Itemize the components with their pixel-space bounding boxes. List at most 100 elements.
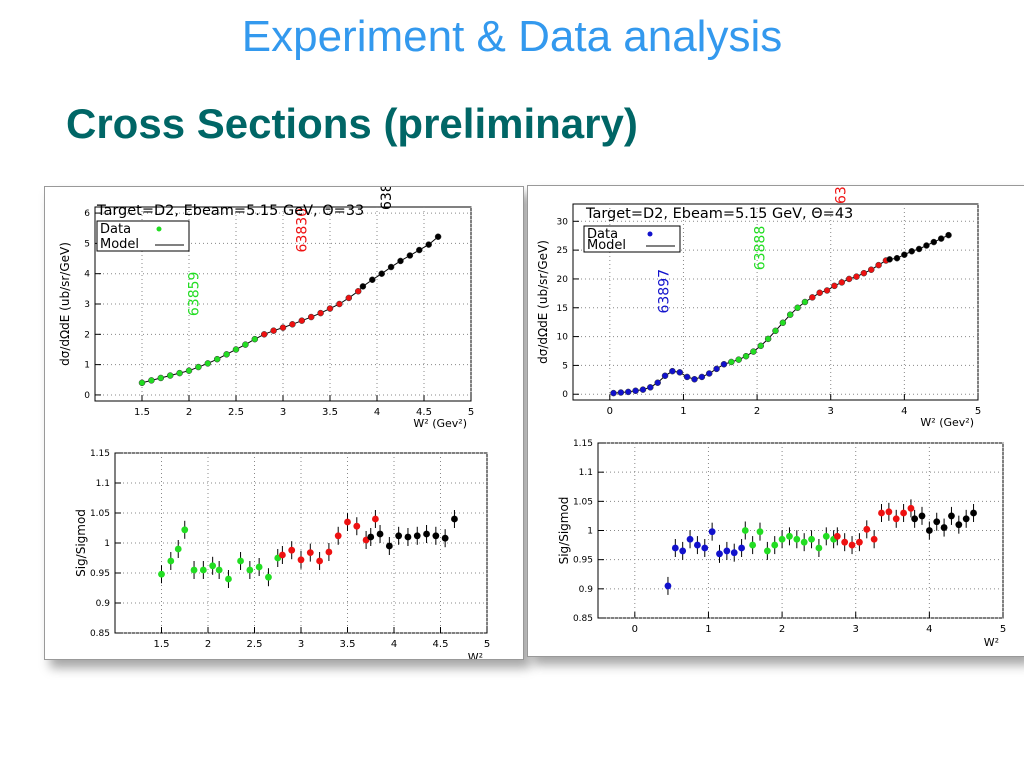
chart-panel-left: 1.5 2 2.5 3 3.5 4 4.5 5 0 1 2 3 4 5 6 dσ/dΩdE (ub/sr/Ge… — [44, 186, 524, 660]
data-point — [181, 526, 189, 534]
data-point — [801, 298, 809, 306]
data-series — [359, 233, 442, 290]
data-point — [955, 521, 963, 529]
data-point — [378, 270, 385, 277]
data-point — [870, 535, 878, 543]
data-point — [288, 546, 296, 554]
chart-canvas-left: 1.5 2 2.5 3 3.5 4 4.5 5 0 1 2 3 4 5 6 dσ/dΩdE (ub/sr/Ge… — [58, 187, 490, 659]
data-point — [786, 311, 794, 318]
y-tick-label: 5 — [84, 239, 90, 249]
data-point — [708, 528, 716, 536]
x-tick-label: 2 — [779, 624, 785, 635]
data-point — [395, 532, 403, 540]
data-point — [892, 515, 900, 523]
data-point — [432, 532, 440, 540]
legend-data-label: Data — [587, 227, 618, 242]
data-point — [756, 528, 764, 536]
data-point — [750, 348, 757, 355]
y-tick-label: 0.9 — [96, 599, 111, 609]
data-point — [199, 566, 207, 574]
data-point — [325, 548, 333, 556]
data-point — [778, 535, 786, 543]
y-tick-label: 1.1 — [579, 468, 593, 478]
y-axis-label: dσ/dΩdE (ub/sr/GeV) — [536, 240, 550, 364]
data-point — [297, 556, 305, 564]
data-point — [158, 570, 165, 578]
x-tick-label: 5 — [1000, 624, 1006, 635]
data-point — [190, 566, 198, 574]
y-tick-label: 0.95 — [573, 556, 593, 566]
y-tick-label: 1.05 — [573, 497, 593, 507]
data-point — [679, 547, 687, 555]
y-axis-label: dσ/dΩdE (ub/sr/GeV) — [58, 242, 72, 366]
y-tick-label: 30 — [557, 217, 569, 227]
data-point — [237, 557, 244, 565]
x-axis-label: W² — [468, 651, 483, 659]
x-axis-label: W² (Gev²) — [920, 416, 974, 429]
data-point — [406, 252, 414, 259]
x-tick-label: 5 — [484, 639, 490, 650]
x-tick-label: 2 — [186, 407, 192, 418]
data-point — [336, 300, 343, 308]
data-point — [856, 538, 863, 546]
data-point — [260, 331, 268, 338]
x-tick-label: 1.5 — [134, 407, 150, 418]
data-point — [945, 231, 952, 239]
data-point — [215, 566, 223, 574]
slide-subtitle: Cross Sections (preliminary) — [66, 100, 638, 147]
run-label: 6382 — [379, 187, 395, 210]
data-point — [772, 327, 779, 335]
data-point — [441, 534, 449, 542]
data-point — [698, 373, 706, 381]
data-point — [863, 525, 871, 533]
data-series — [833, 499, 915, 555]
data-point — [923, 242, 930, 249]
y-tick-label: 1 — [587, 527, 593, 537]
data-point — [918, 512, 926, 520]
data-point — [376, 530, 384, 538]
data-point — [166, 372, 174, 379]
y-tick-label: 0.85 — [90, 629, 110, 639]
y-tick-label: 1 — [84, 361, 90, 371]
data-point — [423, 530, 430, 538]
data-point — [372, 515, 379, 523]
data-point — [353, 522, 361, 530]
legend-model-label: Model — [587, 238, 626, 253]
data-point — [907, 504, 915, 512]
data-point — [686, 535, 694, 543]
data-point — [334, 532, 342, 540]
plot-frame — [114, 452, 488, 634]
data-point — [925, 527, 933, 534]
cross-section-plot-left: 1.5 2 2.5 3 3.5 4 4.5 5 0 1 2 3 4 5 6 dσ/dΩdE (ub/sr/Ge… — [58, 187, 474, 430]
plot-header: Target=D2, Ebeam=5.15 GeV, Θ=43 — [585, 206, 853, 222]
data-point — [741, 527, 749, 534]
data-point — [970, 509, 977, 517]
data-point — [885, 508, 893, 516]
legend-box — [96, 220, 190, 252]
data-point — [359, 283, 367, 290]
y-tick-label: 10 — [557, 333, 569, 343]
data-point — [705, 370, 713, 377]
data-point — [369, 276, 376, 283]
data-point — [823, 287, 831, 294]
data-point — [771, 541, 779, 549]
data-point — [786, 532, 793, 540]
data-point — [720, 361, 728, 368]
data-point — [647, 384, 654, 391]
data-point — [195, 363, 202, 371]
data-point — [793, 535, 801, 543]
x-tick-label: 3.5 — [322, 407, 338, 418]
data-point — [763, 547, 771, 555]
y-tick-label: 3 — [84, 300, 90, 310]
data-point — [223, 351, 230, 358]
data-point — [174, 545, 182, 553]
x-tick-label: 4 — [374, 407, 380, 418]
data-point — [639, 386, 647, 393]
x-tick-label: 3.5 — [340, 639, 356, 650]
data-point — [930, 238, 938, 246]
x-tick-label: 0 — [607, 406, 613, 417]
data-point — [317, 309, 324, 317]
